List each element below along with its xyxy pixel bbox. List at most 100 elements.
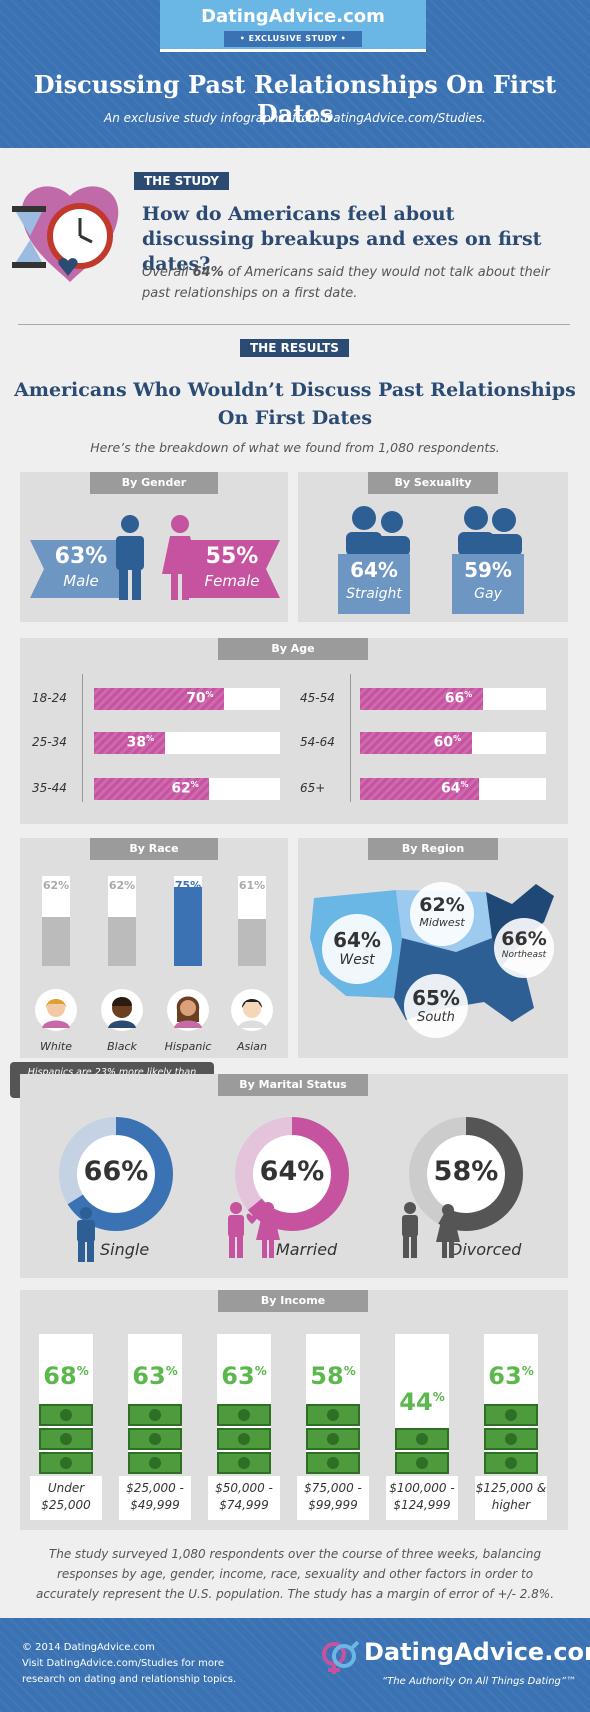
race-bar-fill [238, 918, 266, 966]
race-bar-fill [108, 916, 136, 966]
marital-tab: By Marital Status [218, 1074, 368, 1096]
gay-pct: 59% [464, 558, 512, 582]
money-bill-icon [128, 1428, 182, 1450]
age-bar: 62% [94, 778, 280, 800]
race-bar: 62% [108, 876, 136, 966]
income-bills [484, 1402, 538, 1474]
age-bar: 66% [360, 688, 546, 710]
marital-donut-arc [409, 1117, 523, 1231]
study-question: How do Americans feel about discussing b… [142, 203, 542, 275]
money-bill-icon [484, 1452, 538, 1474]
page-subtitle: An exclusive study infographic from Dati… [104, 111, 486, 125]
age-bar-fill [360, 778, 480, 800]
marital-donut [59, 1117, 173, 1231]
study-tag: THE STUDY [134, 172, 229, 190]
income-value: 63% [132, 1362, 178, 1390]
footer-tagline: “The Authority On All Things Dating”™ [382, 1676, 577, 1687]
marital-pct: 66% [83, 1156, 149, 1187]
straight-box: 64% Straight [338, 554, 410, 614]
race-bar-value: 61% [238, 879, 266, 892]
straight-pct: 64% [350, 558, 398, 582]
age-label: 25-34 [32, 735, 67, 749]
income-bills [128, 1402, 182, 1474]
race-label: White [40, 1040, 72, 1053]
age-bar: 64% [360, 778, 546, 800]
midwest-bubble: 62% Midwest [410, 882, 474, 946]
race-tab: By Race [90, 838, 218, 860]
money-bill-icon [128, 1404, 182, 1426]
money-bill-icon [484, 1428, 538, 1450]
logo-banner[interactable]: DatingAdvice.com • EXCLUSIVE STUDY • [160, 0, 426, 52]
age-label: 35-44 [32, 781, 67, 795]
money-bill-icon [306, 1428, 360, 1450]
results-subtitle: Here’s the breakdown of what we found fr… [90, 440, 500, 455]
age-bar-value: 38% [126, 734, 155, 751]
age-label: 45-54 [300, 691, 335, 705]
footer-logo[interactable]: DatingAdvice.com [364, 1638, 590, 1666]
income-bar: 63% [128, 1334, 182, 1474]
male-ribbon-shape [30, 540, 126, 598]
age-bar-value: 70% [186, 690, 214, 707]
midwest-label: Midwest [419, 916, 465, 929]
age-label: 18-24 [32, 691, 67, 705]
money-bill-icon [217, 1428, 271, 1450]
age-bar-fill [94, 688, 225, 710]
money-bill-icon [484, 1404, 538, 1426]
page-title: Discussing Past Relationships On First D… [33, 70, 557, 128]
income-bills [395, 1426, 449, 1474]
male-ribbon: 63% Male [38, 540, 124, 598]
female-ribbon: 55% Female [190, 540, 274, 598]
age-bar: 70% [94, 688, 280, 710]
age-bar-fill [360, 688, 483, 710]
footer: © 2014 DatingAdvice.com Visit DatingAdvi… [0, 1618, 590, 1712]
footer-text: © 2014 DatingAdvice.com Visit DatingAdvi… [22, 1640, 236, 1688]
black-face-icon [101, 989, 143, 1031]
gender-symbols-logo-icon [322, 1640, 360, 1674]
age-label: 65+ [300, 781, 326, 795]
age-bar-fill [94, 778, 210, 800]
white-face-icon [35, 989, 77, 1031]
income-bar: 58% [306, 1334, 360, 1474]
income-label: $25,000 - $49,999 [119, 1476, 191, 1520]
methodology-note: The study surveyed 1,080 respondents ove… [35, 1547, 555, 1601]
south-label: South [417, 1010, 455, 1025]
age-bar: 38% [94, 732, 280, 754]
race-bar-value: 62% [108, 879, 136, 892]
single-person-icon [77, 1207, 95, 1262]
income-tab: By Income [218, 1290, 368, 1312]
marital-donut-arc [235, 1117, 349, 1231]
results-title: Americans Who Wouldn’t Discuss Past Rela… [14, 379, 576, 429]
race-bar: 62% [42, 876, 70, 966]
midwest-pct: 62% [419, 894, 465, 916]
footer-visit-line1[interactable]: Visit DatingAdvice.com/Studies for more [22, 1658, 225, 1669]
sexuality-tab: By Sexuality [368, 472, 498, 494]
age-bar-value: 64% [441, 780, 469, 797]
age-tab: By Age [218, 638, 368, 660]
race-bar: 75% [174, 876, 202, 966]
divorced-couple-icon [402, 1202, 460, 1258]
income-label: $125,000 & higher [475, 1476, 547, 1520]
marital-label: Divorced [450, 1240, 522, 1259]
income-label: $75,000 - $99,999 [297, 1476, 369, 1520]
gay-couple-icon [458, 506, 522, 556]
married-couple-icon [228, 1202, 280, 1258]
footer-visit-line2: research on dating and relationship topi… [22, 1674, 237, 1685]
race-bar: 61% [238, 876, 266, 966]
race-label: Black [107, 1040, 137, 1053]
money-bill-icon [306, 1404, 360, 1426]
race-label: Asian [236, 1040, 268, 1053]
straight-label: Straight [346, 586, 402, 602]
female-pct: 55% [205, 544, 259, 569]
clock-heart-icon [12, 186, 119, 282]
income-value: 58% [310, 1362, 356, 1390]
west-bubble: 64% West [322, 914, 392, 984]
income-bar: 44% [395, 1334, 449, 1474]
money-bill-icon [306, 1452, 360, 1474]
footer-copyright: © 2014 DatingAdvice.com [22, 1642, 155, 1653]
marital-donut-arc [59, 1117, 173, 1231]
northeast-pct: 66% [501, 928, 547, 950]
gay-box: 59% Gay [452, 554, 524, 614]
south-pct: 65% [412, 986, 460, 1010]
age-bar-value: 60% [433, 734, 462, 751]
money-bill-icon [395, 1452, 449, 1474]
